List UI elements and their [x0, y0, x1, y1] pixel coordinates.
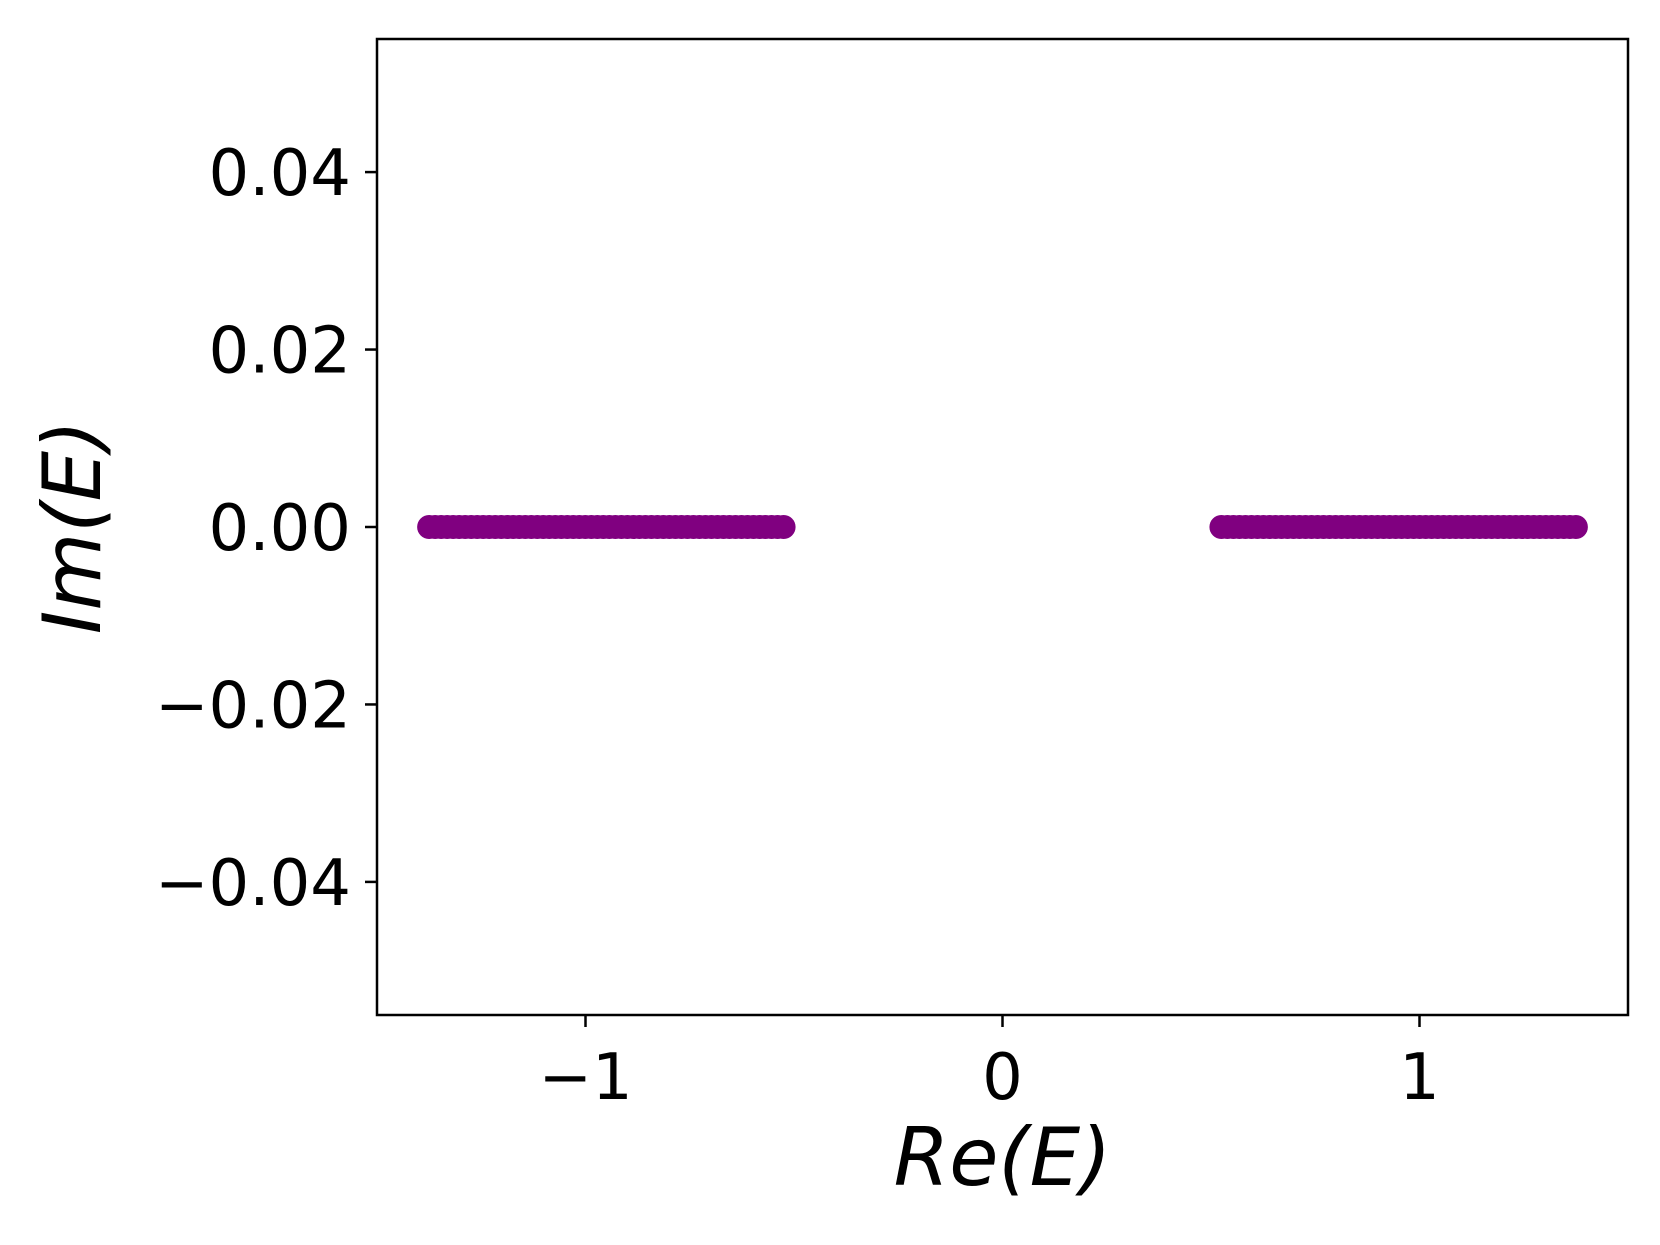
data-point-series-2: [1563, 515, 1588, 539]
tick-layer: −1 0 1 0.04 0.02 0.00 −0.02 −0.04: [155, 137, 1440, 1115]
data-point-series-1: [771, 515, 796, 539]
y-tick-label: 0.02: [209, 315, 352, 389]
y-axis-label: Im(E): [26, 420, 119, 635]
x-axis-label: Re(E): [894, 1111, 1112, 1204]
y-tick-label: 0.04: [209, 137, 352, 211]
y-tick-label: −0.02: [155, 669, 351, 743]
y-tick-label: 0.00: [209, 492, 352, 566]
data-layer: [417, 515, 1588, 539]
x-tick-label: 1: [1399, 1041, 1440, 1115]
x-tick-label: −1: [538, 1041, 632, 1115]
x-tick-label: 0: [982, 1041, 1023, 1115]
y-tick-label: −0.04: [155, 847, 351, 921]
